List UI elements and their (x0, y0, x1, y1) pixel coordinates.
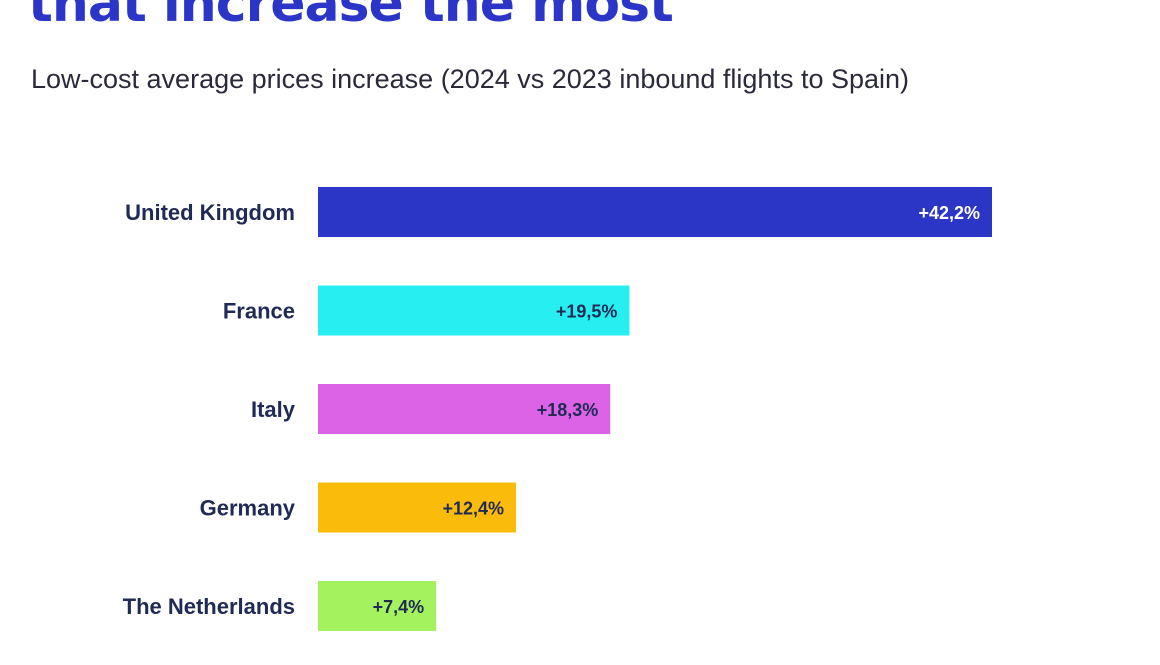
category-label-germany: Germany (200, 496, 296, 521)
chart-title: that increase the most (28, 0, 674, 34)
category-label-france: France (223, 299, 295, 324)
chart-subtitle: Low-cost average prices increase (2024 v… (31, 64, 910, 94)
bar-france (318, 285, 630, 336)
value-label-germany: +12,4% (442, 499, 504, 519)
bar-united-kingdom (318, 187, 992, 237)
value-label-italy: +18,3% (537, 400, 599, 420)
value-label-france: +19,5% (556, 302, 618, 322)
category-label-italy: Italy (251, 397, 296, 422)
bar-italy (318, 384, 611, 434)
category-label-the-netherlands: The Netherlands (123, 594, 295, 619)
category-label-united-kingdom: United Kingdom (125, 200, 295, 225)
bar-the-netherlands (318, 581, 437, 631)
value-label-the-netherlands: +7,4% (373, 597, 425, 617)
value-label-united-kingdom: +42,2% (918, 203, 980, 223)
bar-germany (318, 482, 517, 533)
